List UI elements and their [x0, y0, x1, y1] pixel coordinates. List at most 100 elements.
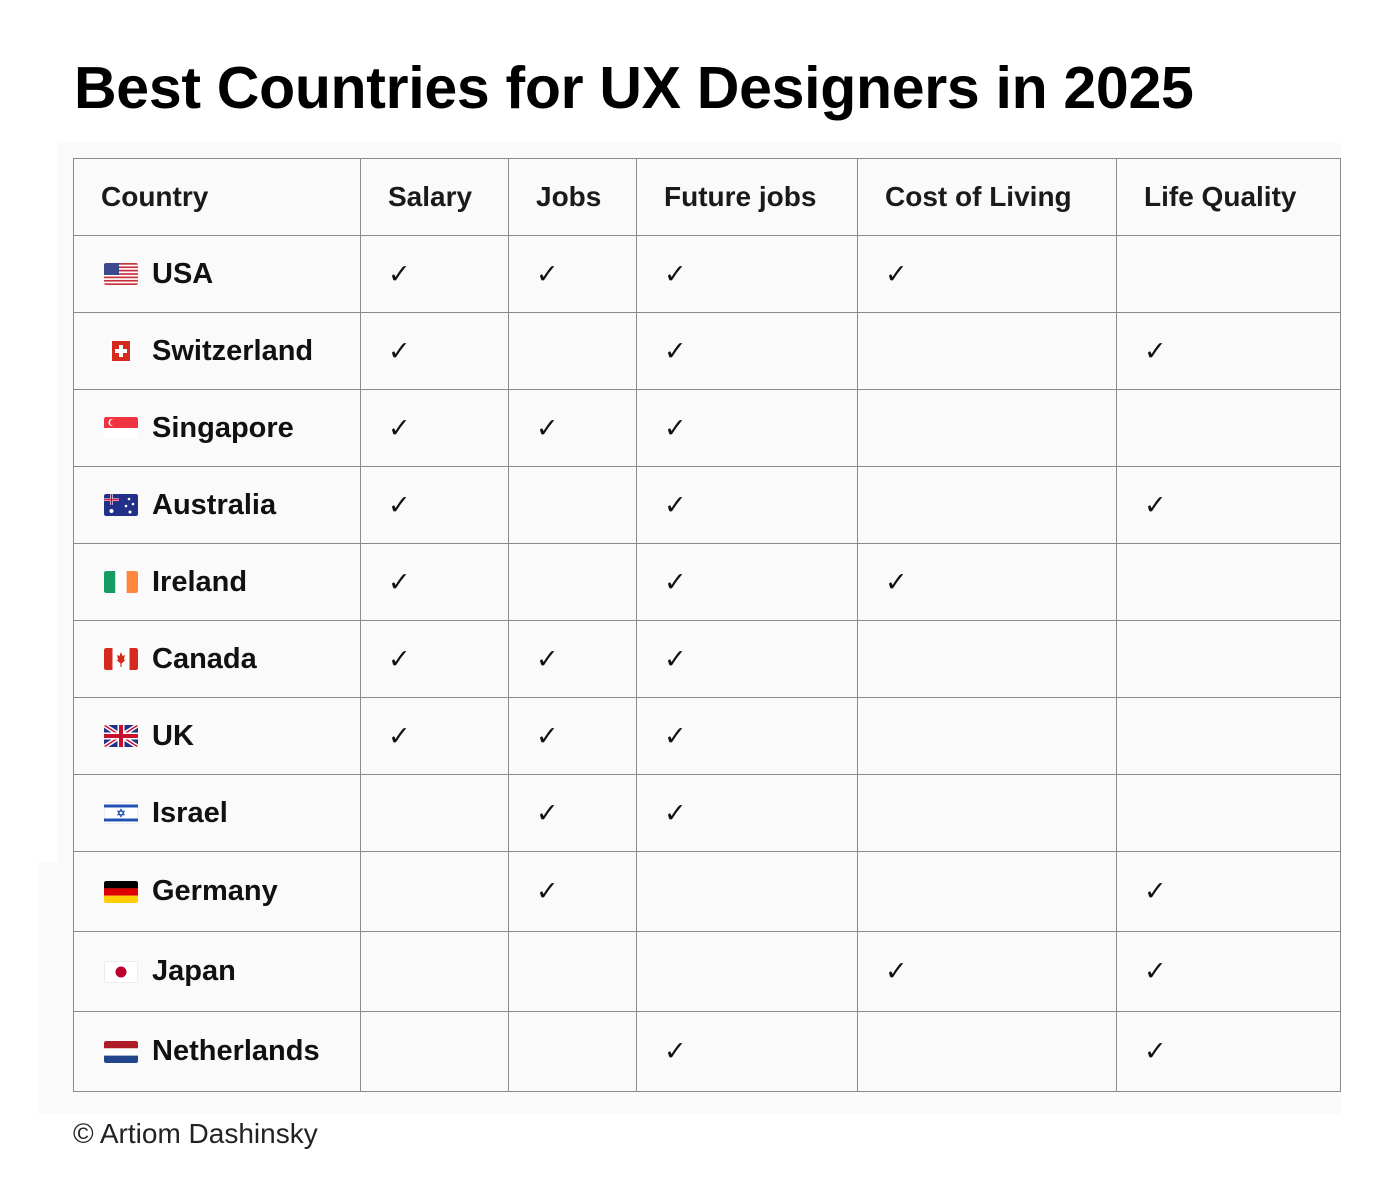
cell-salary: ✓ — [360, 466, 509, 544]
check-mark-icon: ✓ — [664, 412, 687, 444]
check-mark-icon: ✓ — [1144, 1036, 1167, 1067]
check-mark-icon: ✓ — [885, 956, 908, 987]
ireland-flag-icon — [104, 571, 138, 593]
check-mark-icon: ✓ — [664, 335, 687, 367]
country-label: Canada — [74, 643, 360, 676]
table-background-offset — [38, 862, 58, 1114]
table-row: Australia ✓ ✓ ✓ — [73, 466, 1341, 544]
cell-jobs: ✓ — [508, 235, 637, 313]
cell-cost-of-living — [857, 697, 1117, 775]
country-cell: Ireland — [73, 543, 361, 621]
israel-flag-icon — [104, 802, 138, 824]
country-cell: Japan — [73, 931, 361, 1012]
cell-jobs — [508, 1011, 637, 1092]
page-title: Best Countries for UX Designers in 2025 — [74, 55, 1194, 121]
check-mark-icon: ✓ — [536, 720, 559, 752]
check-mark-icon: ✓ — [1144, 876, 1167, 907]
cell-salary: ✓ — [360, 697, 509, 775]
table-row: Ireland ✓ ✓ ✓ — [73, 543, 1341, 621]
country-name: Singapore — [152, 411, 294, 444]
cell-salary: ✓ — [360, 620, 509, 698]
cell-life-quality — [1116, 543, 1341, 621]
cell-jobs — [508, 466, 637, 544]
canada-flag-icon — [104, 648, 138, 670]
cell-salary: ✓ — [360, 312, 509, 390]
cell-jobs: ✓ — [508, 389, 637, 467]
table-body: USA ✓ ✓ ✓ ✓ Switzerland ✓ ✓ ✓ Singapore ✓ ✓ ✓ Austral… — [73, 235, 1341, 1092]
cell-future-jobs: ✓ — [636, 620, 858, 698]
cell-life-quality: ✓ — [1116, 1011, 1341, 1092]
check-mark-icon: ✓ — [536, 258, 559, 290]
cell-future-jobs: ✓ — [636, 235, 858, 313]
cell-life-quality — [1116, 389, 1341, 467]
check-mark-icon: ✓ — [885, 566, 908, 598]
check-mark-icon: ✓ — [388, 566, 411, 598]
netherlands-flag-icon — [104, 1040, 138, 1063]
cell-salary — [360, 1011, 509, 1092]
cell-cost-of-living — [857, 620, 1117, 698]
country-cell: Israel — [73, 774, 361, 852]
table-row: Canada ✓ ✓ ✓ — [73, 620, 1341, 698]
column-header-salary: Salary — [360, 158, 509, 236]
table-row: Japan ✓ ✓ — [73, 931, 1341, 1012]
country-cell: Switzerland — [73, 312, 361, 390]
table-row: Germany ✓ ✓ — [73, 851, 1341, 932]
japan-flag-icon — [104, 960, 138, 983]
cell-salary: ✓ — [360, 389, 509, 467]
check-mark-icon: ✓ — [664, 797, 687, 829]
switzerland-flag-icon — [110, 340, 132, 362]
country-label: Ireland — [74, 566, 360, 599]
country-cell: Singapore — [73, 389, 361, 467]
country-name: Australia — [152, 488, 277, 521]
check-mark-icon: ✓ — [388, 412, 411, 444]
cell-jobs: ✓ — [508, 851, 637, 932]
check-mark-icon: ✓ — [536, 412, 559, 444]
check-mark-icon: ✓ — [885, 258, 908, 290]
cell-future-jobs: ✓ — [636, 1011, 858, 1092]
country-name: Ireland — [152, 565, 248, 598]
country-cell: Netherlands — [73, 1011, 361, 1092]
cell-cost-of-living: ✓ — [857, 543, 1117, 621]
column-header-cost-of-living: Cost of Living — [857, 158, 1117, 236]
check-mark-icon: ✓ — [1144, 956, 1167, 987]
cell-cost-of-living: ✓ — [857, 931, 1117, 1012]
country-cell: UK — [73, 697, 361, 775]
check-mark-icon: ✓ — [388, 489, 411, 521]
country-label: Australia — [74, 489, 360, 522]
cell-cost-of-living — [857, 851, 1117, 932]
cell-life-quality: ✓ — [1116, 931, 1341, 1012]
cell-cost-of-living — [857, 1011, 1117, 1092]
check-mark-icon: ✓ — [664, 1036, 687, 1067]
copyright-credit: © Artiom Dashinsky — [73, 1118, 318, 1149]
country-cell: Germany — [73, 851, 361, 932]
singapore-flag-icon — [104, 417, 138, 439]
country-label: Singapore — [74, 412, 360, 445]
germany-flag-icon — [104, 880, 138, 903]
cell-jobs — [508, 312, 637, 390]
column-header-jobs: Jobs — [508, 158, 637, 236]
country-cell: USA — [73, 235, 361, 313]
country-cell: Australia — [73, 466, 361, 544]
cell-cost-of-living: ✓ — [857, 235, 1117, 313]
check-mark-icon: ✓ — [388, 720, 411, 752]
cell-life-quality — [1116, 697, 1341, 775]
country-label: USA — [74, 258, 360, 291]
country-name: Japan — [152, 955, 236, 987]
column-header-future-jobs: Future jobs — [636, 158, 858, 236]
cell-future-jobs — [636, 931, 858, 1012]
table-row: USA ✓ ✓ ✓ ✓ — [73, 235, 1341, 313]
cell-future-jobs: ✓ — [636, 312, 858, 390]
table-row: Israel ✓ ✓ — [73, 774, 1341, 852]
cell-jobs: ✓ — [508, 697, 637, 775]
country-name: Canada — [152, 642, 257, 675]
table-row: Netherlands ✓ ✓ — [73, 1011, 1341, 1092]
country-cell: Canada — [73, 620, 361, 698]
check-mark-icon: ✓ — [664, 566, 687, 598]
cell-jobs: ✓ — [508, 774, 637, 852]
check-mark-icon: ✓ — [536, 876, 559, 907]
check-mark-icon: ✓ — [664, 258, 687, 290]
check-mark-icon: ✓ — [388, 643, 411, 675]
cell-future-jobs: ✓ — [636, 774, 858, 852]
cell-life-quality: ✓ — [1116, 851, 1341, 932]
cell-future-jobs: ✓ — [636, 466, 858, 544]
